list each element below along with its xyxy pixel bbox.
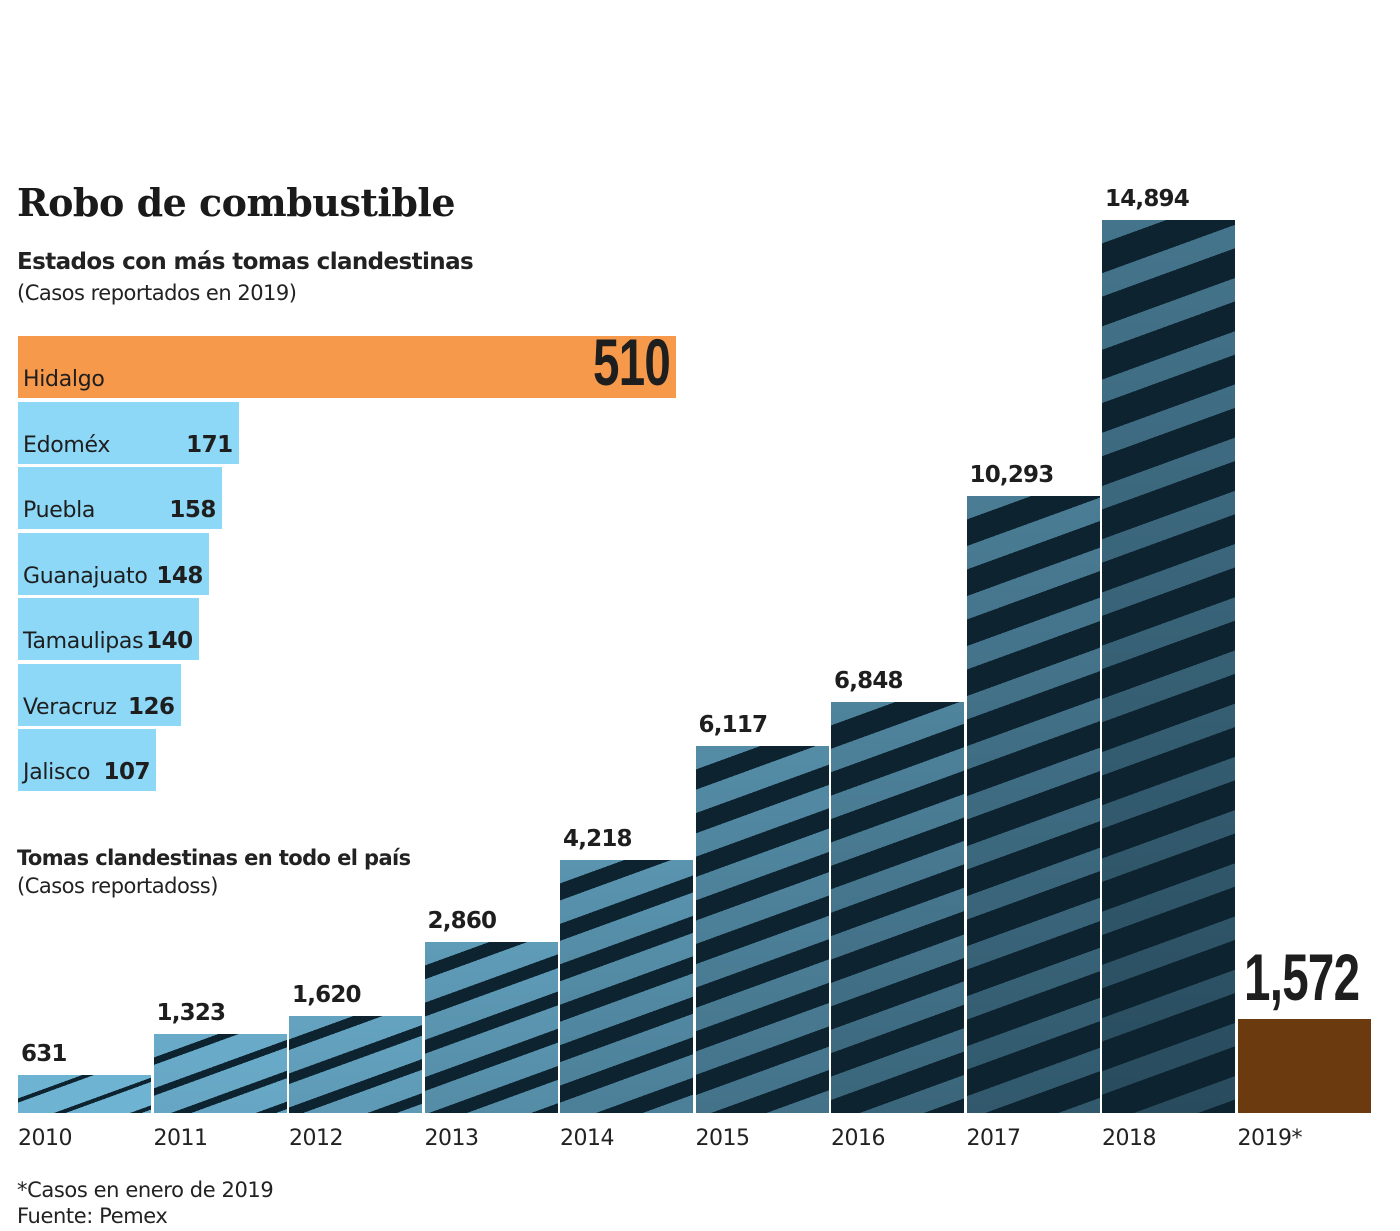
year-tick-label: 2016: [831, 1126, 886, 1151]
year-value-label: 6,848: [834, 668, 904, 695]
state-label: Edoméx: [23, 432, 111, 458]
state-bar-veracruz: Veracruz 126: [18, 663, 181, 726]
state-bar-tamaulipas: Tamaulipas 140: [18, 598, 199, 660]
year-tick-label: 2014: [560, 1126, 615, 1151]
bar-photo-texture: [831, 702, 964, 1113]
year-tick-label: 2012: [289, 1126, 344, 1151]
year-tick-label: 2015: [695, 1126, 751, 1151]
state-value-label: 148: [156, 562, 203, 589]
year-value-label: 2,860: [427, 907, 498, 934]
year-tick-label: 2019*: [1237, 1126, 1303, 1151]
state-value-label: 158: [169, 497, 216, 523]
year-bar-2011: [153, 1033, 287, 1113]
state-label: Tamaulipas: [23, 629, 144, 654]
state-value-label: 140: [146, 628, 193, 654]
year-bar-2015: [695, 746, 829, 1113]
year-bar-2017: [966, 495, 1100, 1113]
footnote: *Casos en enero de 2019: [17, 1178, 274, 1202]
year-tick-label: 2013: [424, 1126, 480, 1151]
bar-photo-texture: [966, 495, 1100, 1113]
year-bar-2010: [18, 1075, 151, 1113]
year-bar-2012: [289, 1015, 422, 1113]
state-bar-jalisco: Jalisco 107: [18, 729, 157, 791]
year-bar-2016: [831, 702, 964, 1113]
state-value-label: 126: [128, 693, 175, 720]
states-chart-title: Estados con más tomas clandestinas: [17, 249, 474, 275]
year-value-label: 4,218: [563, 826, 633, 853]
year-tick-label: 2017: [966, 1126, 1022, 1151]
year-tick-label: 2010: [18, 1126, 73, 1151]
year-value-label: 14,894: [1105, 186, 1190, 212]
state-bar-puebla: Puebla 158: [18, 467, 222, 529]
national-chart-title: Tomas clandestinas en todo el país: [17, 846, 411, 870]
state-bar-guanajuato: Guanajuato 148: [18, 532, 209, 595]
bar-photo-texture: [560, 860, 693, 1113]
bar-photo-texture: [153, 1033, 287, 1113]
national-chart-subtitle: (Casos reportadoss): [17, 874, 218, 898]
state-value-label: 107: [103, 759, 151, 785]
state-bar-edoméx: Edoméx 171: [18, 401, 239, 464]
year-value-label: 6,117: [698, 712, 769, 739]
source-note: Fuente: Pemex: [17, 1204, 168, 1228]
bar-photo-texture: [289, 1015, 422, 1113]
year-bar-2014: [560, 860, 693, 1113]
state-value-label: 510: [592, 325, 671, 399]
year-value-label: 1,572: [1243, 939, 1360, 1014]
states-chart-subtitle: (Casos reportados en 2019): [17, 281, 297, 305]
chart-title: Robo de combustible: [17, 180, 456, 225]
bar-photo-texture: [18, 1075, 151, 1113]
year-value-label: 631: [21, 1041, 67, 1068]
year-bar-2018: [1102, 220, 1235, 1113]
bar-photo-texture: [424, 941, 558, 1113]
year-value-label: 10,293: [969, 461, 1055, 488]
state-label: Guanajuato: [23, 563, 148, 589]
state-label: Hidalgo: [23, 367, 105, 392]
state-bar-hidalgo: Hidalgo 510: [18, 325, 676, 399]
state-label: Jalisco: [23, 760, 91, 785]
state-label: Veracruz: [23, 694, 117, 720]
bar-photo-texture: [1102, 220, 1235, 1113]
state-label: Puebla: [23, 498, 96, 523]
bar-photo-texture: [695, 746, 829, 1113]
state-value-label: 171: [186, 431, 233, 458]
year-value-label: 1,323: [156, 999, 227, 1026]
year-bar-2013: [424, 941, 558, 1113]
year-bar-2019: [1237, 1018, 1371, 1113]
year-tick-label: 2011: [153, 1126, 209, 1151]
year-value-label: 1,620: [292, 981, 362, 1008]
year-tick-label: 2018: [1102, 1126, 1157, 1151]
